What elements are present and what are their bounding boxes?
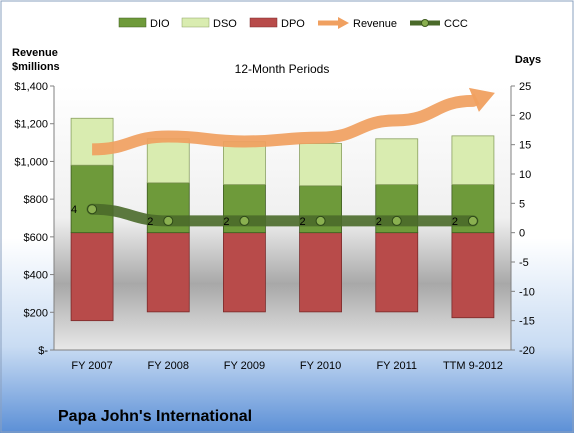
left-tick-label: $200 [24, 307, 48, 319]
right-axis-title: Days [515, 54, 541, 66]
legend-dpo-swatch [249, 17, 278, 28]
bar-dso [146, 138, 190, 184]
axes-group: $- $200 $400 $600 $800 $1,000 $1,200 $1,400 -20 -… [14, 81, 535, 372]
ccc-marker [87, 204, 98, 215]
left-tick-label: $1,200 [14, 119, 48, 131]
right-tick-label: 10 [519, 169, 531, 181]
bar-dpo [451, 232, 495, 319]
x-tick-label: TTM 9-2012 [443, 360, 503, 372]
legend-revenue-label: Revenue [353, 18, 397, 30]
revenue-arrowhead [468, 87, 495, 112]
ccc-data-label: 2 [452, 216, 458, 228]
x-tick-label: FY 2010 [300, 360, 341, 372]
right-tick-label: 15 [519, 140, 531, 152]
ccc-data-label: 2 [223, 216, 229, 228]
bar-dpo [223, 232, 266, 313]
bar-dso [223, 141, 266, 185]
bar-dso [451, 135, 495, 185]
x-tick-label: FY 2008 [148, 360, 189, 372]
x-tick-label: FY 2009 [224, 360, 265, 372]
line-group: 4 2 2 2 2 2 [71, 87, 495, 228]
right-tick-label: 20 [519, 110, 531, 122]
legend-ccc-label: CCC [444, 18, 468, 30]
right-tick-label: 25 [519, 81, 531, 93]
bar-dio [70, 164, 114, 234]
left-tick-label: $400 [24, 270, 48, 282]
ccc-marker [315, 215, 326, 226]
legend-revenue-arrow [338, 17, 349, 29]
bar-dso [70, 117, 114, 166]
left-tick-label: $1,400 [14, 81, 48, 93]
x-tick-label: FY 2007 [71, 360, 112, 372]
legend-ccc-marker [421, 19, 429, 27]
right-tick-label: 0 [519, 228, 525, 240]
left-tick-label: $600 [24, 232, 48, 244]
left-tick-label: $1,000 [14, 156, 48, 168]
legend-dio-label: DIO [150, 18, 170, 30]
bar-dso [375, 138, 419, 185]
bar-dpo [70, 232, 114, 322]
legend-dpo-label: DPO [281, 18, 305, 30]
bar-dpo [375, 232, 419, 313]
ccc-data-label: 4 [71, 204, 77, 216]
ccc-marker [467, 215, 478, 226]
ccc-data-label: 2 [147, 216, 153, 228]
company-name: Papa John's International [58, 408, 252, 425]
left-axis-title-line2: $millions [12, 61, 60, 73]
legend-dso-label: DSO [213, 18, 237, 30]
right-tick-label: -15 [519, 316, 535, 328]
ccc-data-label: 2 [300, 216, 306, 228]
legend: DIO DSO DPO Revenue CCC [118, 17, 468, 30]
ccc-line [86, 203, 479, 227]
right-tick-label: -20 [519, 345, 535, 357]
left-tick-label: $800 [24, 194, 48, 206]
right-tick-label: -5 [519, 257, 529, 269]
left-axis-title-line1: Revenue [12, 47, 58, 59]
left-tick-label: $- [38, 345, 48, 357]
legend-dio-swatch [118, 17, 147, 28]
x-tick-label: FY 2011 [376, 360, 417, 372]
bar-dpo [146, 232, 190, 313]
ccc-data-label: 2 [376, 216, 382, 228]
revenue-line [91, 93, 480, 156]
bar-dso [299, 143, 342, 187]
ccc-marker [391, 215, 402, 226]
ccc-marker [239, 215, 250, 226]
chart-title: 12-Month Periods [235, 62, 330, 76]
right-tick-label: -10 [519, 286, 535, 298]
legend-dso-swatch [181, 17, 210, 28]
bar-dpo [299, 232, 342, 313]
ccc-marker [163, 215, 174, 226]
right-tick-label: 5 [519, 198, 525, 210]
